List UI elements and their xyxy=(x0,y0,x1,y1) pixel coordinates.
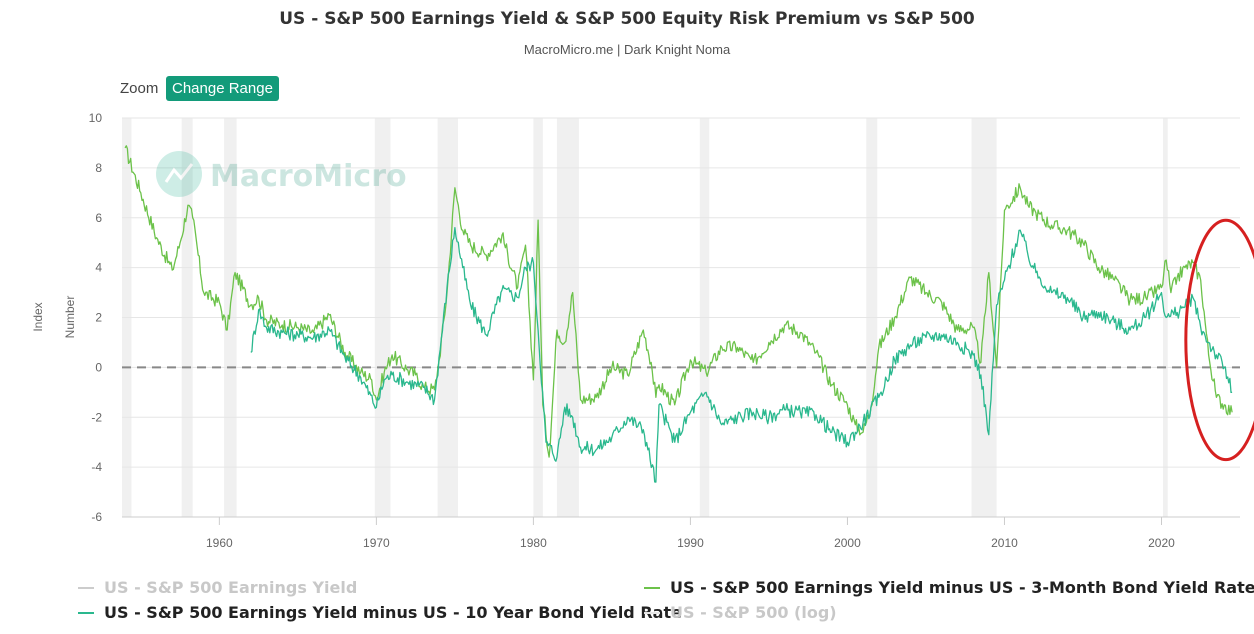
chart-title: US - S&P 500 Earnings Yield & S&P 500 Eq… xyxy=(279,9,975,29)
legend-label: US - S&P 500 Earnings Yield minus US - 1… xyxy=(104,603,682,622)
legend-label: US - S&P 500 Earnings Yield xyxy=(104,578,358,597)
x-tick-label: 2020 xyxy=(1148,536,1175,550)
y-axis: -6 -4 -2 0 2 4 6 8 10 xyxy=(89,111,103,524)
y-tick-label: 6 xyxy=(95,211,102,225)
legend-item-earnings-yield[interactable]: US - S&P 500 Earnings Yield xyxy=(78,578,357,597)
x-tick-label: 2000 xyxy=(834,536,861,550)
x-tick-label: 1980 xyxy=(520,536,547,550)
y-tick-label: -4 xyxy=(91,460,102,474)
watermark-text: MacroMicro xyxy=(210,159,407,194)
legend-label: US - S&P 500 (log) xyxy=(670,603,837,622)
legend-swatch xyxy=(78,611,94,614)
series-lines[interactable] xyxy=(124,145,1233,483)
y-tick-label: 0 xyxy=(95,360,102,374)
y-tick-label: 2 xyxy=(95,311,102,325)
y-tick-label: 4 xyxy=(95,261,102,275)
zoom-label: Zoom xyxy=(120,80,159,97)
legend-swatch xyxy=(644,586,660,589)
x-tick-label: 1990 xyxy=(677,536,704,550)
series-line-ey-minus-3m[interactable] xyxy=(124,145,1233,458)
legend-item-ey-minus-3m[interactable]: US - S&P 500 Earnings Yield minus US - 3… xyxy=(644,578,1254,597)
annotations xyxy=(1184,218,1254,462)
change-range-button[interactable]: Change Range xyxy=(166,76,279,101)
watermark: MacroMicro xyxy=(156,151,407,197)
legend-label: US - S&P 500 Earnings Yield minus US - 3… xyxy=(670,578,1254,597)
legend-swatch xyxy=(644,611,660,614)
y-axis-label-index: Index xyxy=(31,302,45,331)
y-tick-label: 8 xyxy=(95,161,102,175)
legend-item-sp500-log[interactable]: US - S&P 500 (log) xyxy=(644,603,837,622)
x-tick-label: 1970 xyxy=(363,536,390,550)
logo-trend-mark xyxy=(164,163,194,183)
red-ellipse-annotation xyxy=(1184,218,1254,462)
chart-area[interactable]: MacroMicro -6 -4 -2 0 2 4 6 8 10 1960 1970 1980 199… xyxy=(0,0,1254,580)
y-tick-label: 10 xyxy=(89,111,103,125)
legend-swatch xyxy=(78,586,94,589)
y-axis-label-number: Number xyxy=(63,296,77,339)
x-tick-label: 1960 xyxy=(206,536,233,550)
legend-item-ey-minus-10y[interactable]: US - S&P 500 Earnings Yield minus US - 1… xyxy=(78,603,682,622)
chart-subtitle: MacroMicro.me | Dark Knight Noma xyxy=(523,42,731,57)
series-line-ey-minus-10y[interactable] xyxy=(250,227,1233,483)
x-axis: 1960 1970 1980 1990 2000 2010 2020 xyxy=(122,516,1240,550)
y-tick-label: -6 xyxy=(91,510,102,524)
macromicro-logo-icon xyxy=(156,151,202,197)
y-tick-label: -2 xyxy=(91,410,102,424)
x-tick-label: 2010 xyxy=(991,536,1018,550)
